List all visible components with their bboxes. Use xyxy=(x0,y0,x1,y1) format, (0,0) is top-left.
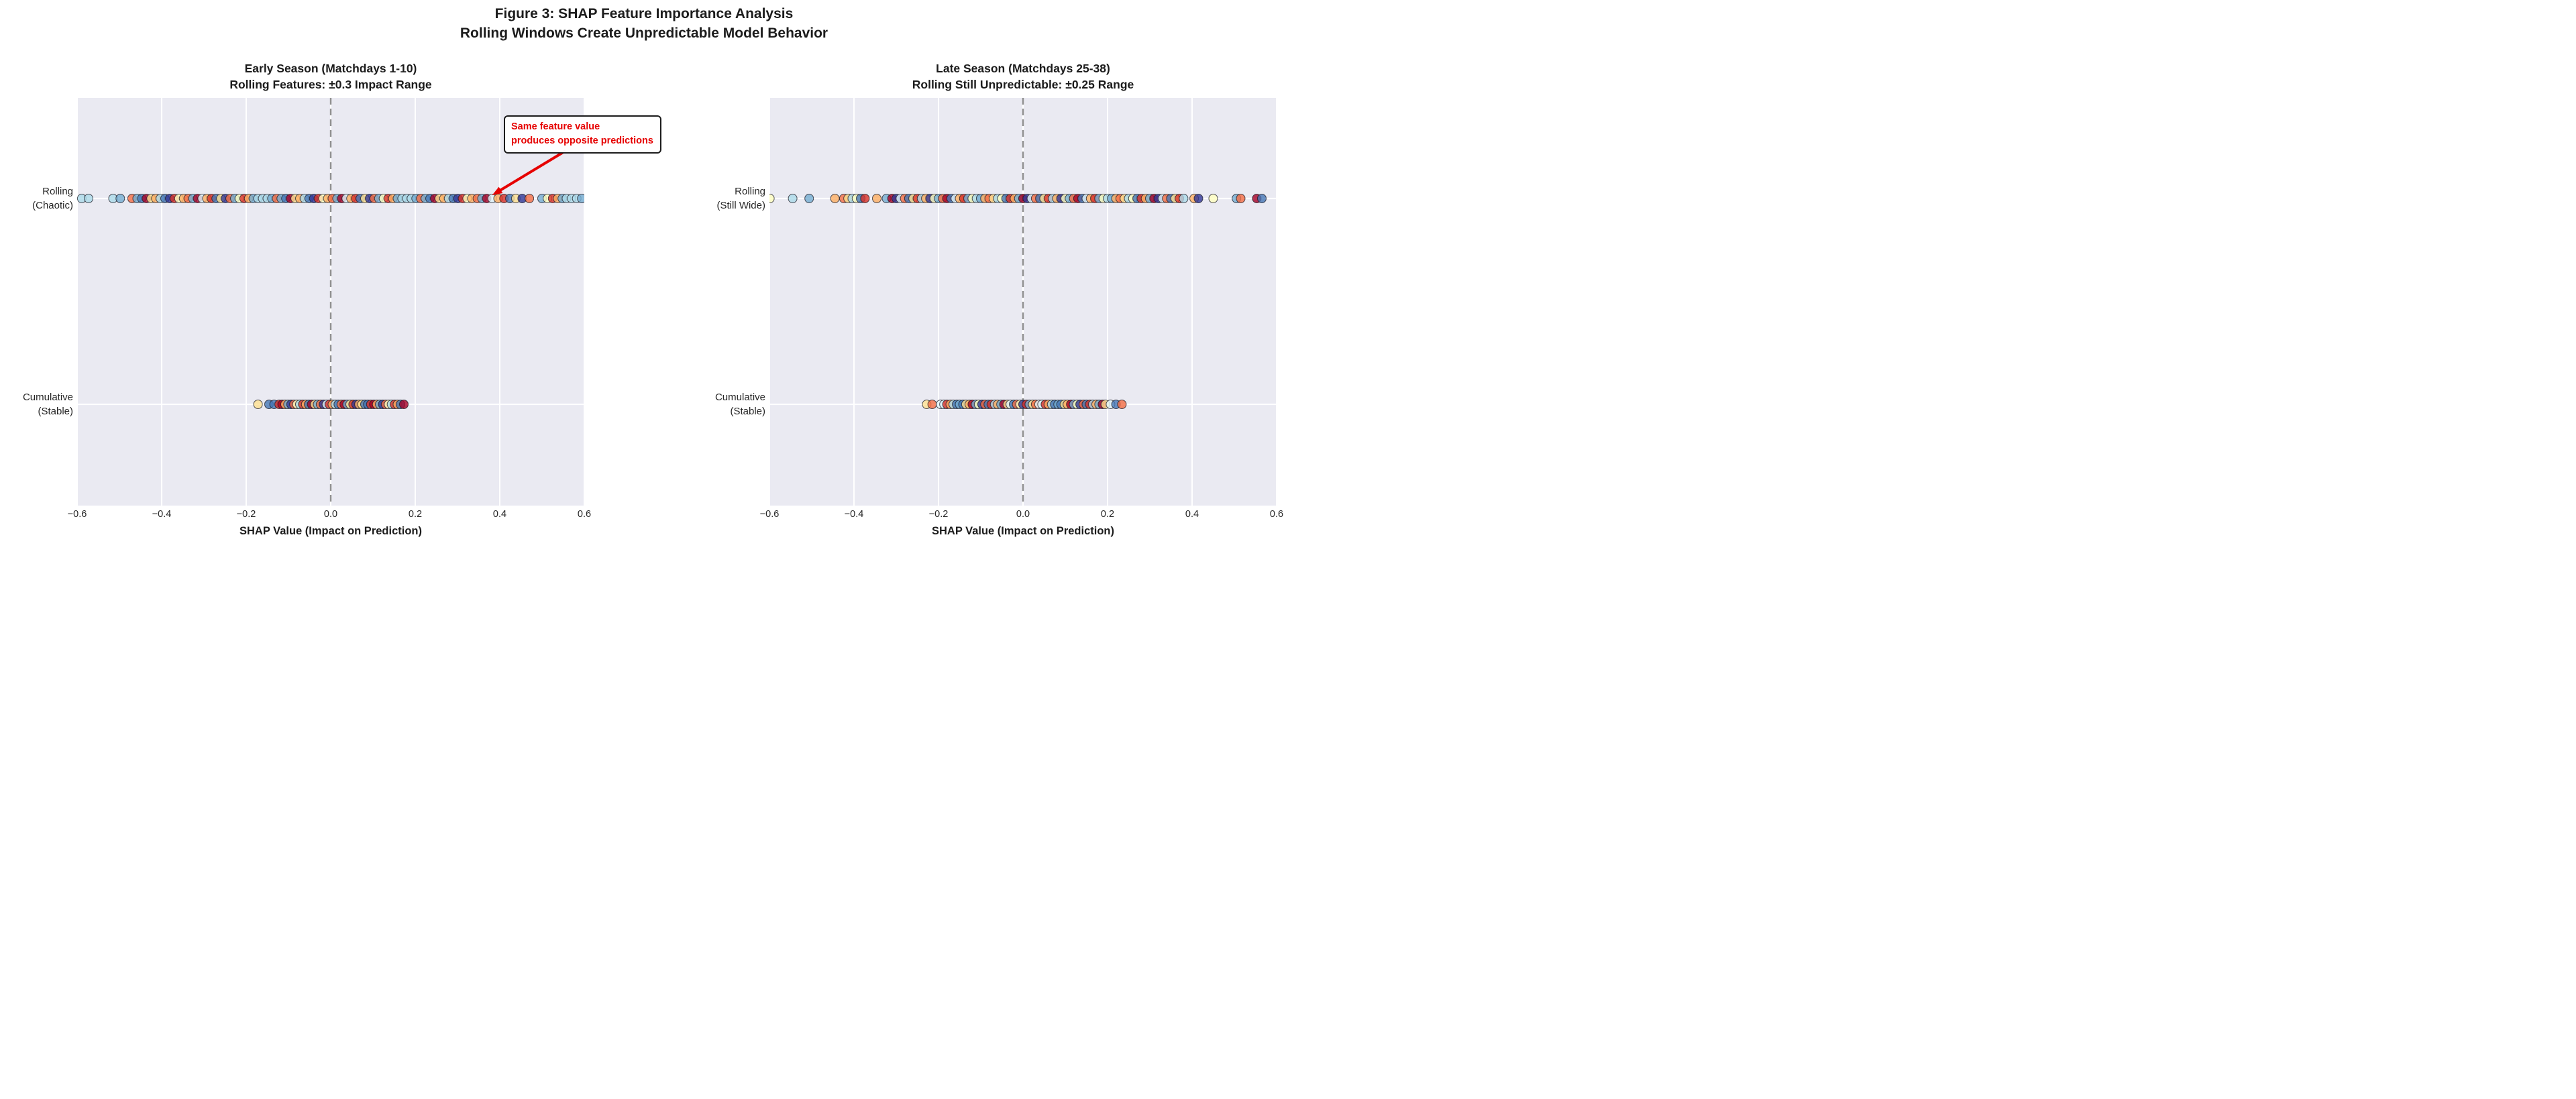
plot-svg-0 xyxy=(77,98,584,506)
shap-dot xyxy=(804,194,814,203)
x-tick-label: 0.4 xyxy=(492,509,507,520)
ytick-cumulative-late-line1: Cumulative xyxy=(714,392,765,403)
shap-dot xyxy=(872,194,881,203)
x-tick-label: −0.6 xyxy=(67,509,87,520)
panel-late-season: Late Season (Matchdays 25-38) Rolling St… xyxy=(715,62,1283,537)
shap-dot xyxy=(830,194,840,203)
x-tick-label: 0.2 xyxy=(1100,509,1115,520)
ytick-label-rolling-late: Rolling (Still Wide) xyxy=(667,184,765,213)
x-tick-label: 0.0 xyxy=(1016,509,1030,520)
shap-dot xyxy=(399,400,409,409)
x-tick-label: −0.2 xyxy=(928,509,949,520)
ytick-label-cumulative-late: Cumulative (Stable) xyxy=(667,390,765,418)
x-tick-label: −0.6 xyxy=(759,509,780,520)
x-tick-label: 0.0 xyxy=(323,509,338,520)
panel-early-title-line1: Early Season (Matchdays 1-10) xyxy=(244,62,417,75)
figure-title-line2: Rolling Windows Create Unpredictable Mod… xyxy=(460,25,828,41)
annotation-box: Same feature value produces opposite pre… xyxy=(504,115,661,154)
shap-dot xyxy=(253,400,263,409)
shap-dot xyxy=(1179,194,1189,203)
ytick-rolling-late-line1: Rolling xyxy=(735,186,765,197)
ytick-cumulative-late-line2: (Stable) xyxy=(730,406,765,417)
shap-dot xyxy=(1236,194,1246,203)
ytick-rolling-late-line2: (Still Wide) xyxy=(716,200,765,211)
panel-late-title-line2: Rolling Still Unpredictable: ±0.25 Range xyxy=(912,78,1134,91)
x-tick-label: 0.4 xyxy=(1185,509,1199,520)
x-axis-label-late: SHAP Value (Impact on Prediction) xyxy=(931,525,1114,537)
shap-dot xyxy=(927,400,937,409)
x-tick-label: −0.4 xyxy=(152,509,172,520)
plot-svg-1 xyxy=(769,98,1277,506)
x-axis-label-early: SHAP Value (Impact on Prediction) xyxy=(239,525,422,537)
panel-early-title-line2: Rolling Features: ±0.3 Impact Range xyxy=(229,78,432,91)
ytick-rolling-early-line1: Rolling xyxy=(42,186,73,197)
x-tick-label: 0.6 xyxy=(1269,509,1284,520)
shap-dot xyxy=(1208,194,1218,203)
x-tick-label: −0.4 xyxy=(844,509,864,520)
x-tick-label: 0.2 xyxy=(408,509,423,520)
annotation-text-line1: Same feature value xyxy=(511,121,600,132)
shap-dot xyxy=(788,194,798,203)
shap-dot xyxy=(525,194,535,203)
ytick-rolling-early-line2: (Chaotic) xyxy=(32,200,73,211)
shap-dot xyxy=(84,194,93,203)
ytick-cumulative-early-line2: (Stable) xyxy=(38,406,73,417)
shap-dot xyxy=(769,194,775,203)
shap-dot xyxy=(577,194,584,203)
shap-dot xyxy=(1257,194,1267,203)
shap-dot xyxy=(115,194,125,203)
panel-late-title-line1: Late Season (Matchdays 25-38) xyxy=(936,62,1110,75)
figure-title-line1: Figure 3: SHAP Feature Importance Analys… xyxy=(494,6,794,21)
ytick-label-cumulative-early: Cumulative (Stable) xyxy=(0,390,73,418)
panel-early-season: Early Season (Matchdays 1-10) Rolling Fe… xyxy=(23,62,591,537)
annotation-text-line2: produces opposite predictions xyxy=(511,135,653,146)
shap-figure: { "figure_title": { "line1": "Figure 3: … xyxy=(0,0,1288,550)
x-tick-label: 0.6 xyxy=(577,509,592,520)
ytick-cumulative-early-line1: Cumulative xyxy=(22,392,73,403)
shap-dot xyxy=(1193,194,1203,203)
shap-dot xyxy=(860,194,870,203)
shap-dot xyxy=(1117,400,1127,409)
x-tick-label: −0.2 xyxy=(236,509,256,520)
ytick-label-rolling-early: Rolling (Chaotic) xyxy=(0,184,73,213)
